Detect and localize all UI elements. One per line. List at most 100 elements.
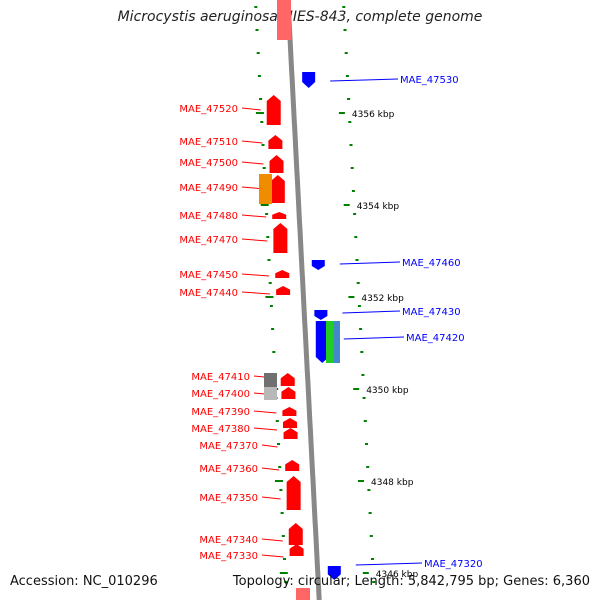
track-dot-right: [359, 328, 363, 330]
gene-forward-label[interactable]: MAE_47440: [179, 288, 238, 299]
track-dot-left: [272, 351, 276, 353]
gene-forward-arrow[interactable]: [276, 286, 291, 295]
gene-feature-grey: [264, 373, 277, 387]
gene-forward-arrow[interactable]: [268, 135, 283, 149]
track-dot-left: [277, 443, 280, 445]
ruler-tick-inner: [260, 204, 269, 206]
track-dot-left: [257, 75, 261, 77]
genome-backbone: [285, 0, 322, 600]
gene-forward-label[interactable]: MAE_47450: [179, 270, 238, 281]
gene-feature-orange: [259, 174, 272, 204]
gene-forward-label[interactable]: MAE_47390: [191, 407, 250, 418]
track-dot-right: [349, 144, 353, 146]
gene-forward-arrow[interactable]: [273, 223, 288, 253]
gene-forward-label[interactable]: MAE_47340: [199, 535, 258, 546]
track-dot-right: [367, 489, 371, 491]
gene-forward-label[interactable]: MAE_47350: [199, 493, 258, 504]
track-dot-right: [356, 282, 360, 284]
gene-forward-arrow[interactable]: [285, 460, 300, 471]
gene-forward-arrow[interactable]: [280, 373, 295, 386]
track-dot-left: [259, 98, 263, 100]
ruler-label: 4352 kbp: [361, 294, 404, 304]
gene-reverse-arrow[interactable]: [302, 72, 316, 88]
ruler-tick: [343, 204, 350, 206]
track-dot-left: [278, 466, 282, 468]
gene-forward-connector: [241, 273, 270, 277]
gene-reverse-label[interactable]: MAE_47430: [402, 307, 461, 318]
track-dot-left: [256, 52, 260, 54]
track-dot-right: [345, 75, 349, 77]
gene-reverse-label[interactable]: MAE_47530: [400, 75, 459, 86]
track-dot-left: [268, 282, 272, 284]
gene-forward-label[interactable]: MAE_47500: [179, 158, 238, 169]
gene-reverse-label[interactable]: MAE_47420: [406, 333, 465, 344]
gene-forward-label[interactable]: MAE_47330: [199, 551, 258, 562]
track-dot-left: [284, 581, 288, 583]
track-dot-right: [368, 512, 372, 514]
gene-forward-label[interactable]: MAE_47380: [191, 424, 250, 435]
gene-forward-connector: [261, 467, 280, 471]
gene-forward-label[interactable]: MAE_47490: [179, 183, 238, 194]
gene-forward-arrow[interactable]: [288, 523, 303, 545]
gene-forward-arrow[interactable]: [286, 476, 301, 510]
gene-forward-connector: [261, 444, 278, 448]
gene-forward-arrow[interactable]: [282, 418, 297, 428]
gene-forward-arrow[interactable]: [270, 175, 285, 203]
ruler-tick-inner: [255, 112, 264, 114]
gene-forward-connector: [241, 238, 268, 242]
gene-forward-label[interactable]: MAE_47360: [199, 464, 258, 475]
accession-text: Accession: NC_010296: [10, 574, 158, 589]
gene-feature-lightgrey: [264, 387, 277, 400]
gene-forward-label[interactable]: MAE_47400: [191, 389, 250, 400]
ruler-tick-inner: [275, 480, 283, 482]
gene-forward-arrow[interactable]: [289, 544, 304, 556]
gene-forward-arrow[interactable]: [275, 270, 290, 278]
gene-forward-arrow[interactable]: [266, 95, 281, 125]
gene-forward-label[interactable]: MAE_47520: [179, 104, 238, 115]
gene-forward-label[interactable]: MAE_47510: [179, 137, 238, 148]
track-dot-left: [261, 144, 265, 146]
gene-forward-label[interactable]: MAE_47480: [179, 211, 238, 222]
track-dot-right: [350, 167, 354, 169]
gene-reverse-label[interactable]: MAE_47460: [402, 258, 461, 269]
gene-forward-label[interactable]: MAE_47370: [199, 441, 258, 452]
ruler-tick: [362, 572, 369, 574]
gene-forward-label[interactable]: MAE_47470: [179, 235, 238, 246]
track-dot-right: [347, 98, 351, 100]
track-dot-right: [343, 29, 347, 31]
gene-forward-connector: [241, 214, 267, 218]
track-dot-left: [269, 305, 273, 307]
track-dot-right: [357, 305, 361, 307]
ruler-label: 4356 kbp: [352, 110, 395, 120]
track-dot-left: [266, 236, 270, 238]
gene-forward-connector: [253, 410, 277, 414]
gene-reverse-arrow[interactable]: [314, 310, 328, 320]
track-dot-right: [351, 190, 355, 192]
gene-edge-bottom: [296, 588, 310, 600]
gene-forward-arrow[interactable]: [283, 428, 298, 439]
gene-forward-label[interactable]: MAE_47410: [191, 372, 250, 383]
gene-forward-arrow[interactable]: [269, 155, 284, 173]
track-dot-right: [369, 535, 373, 537]
gene-reverse-arrow[interactable]: [315, 321, 329, 363]
gene-reverse-label[interactable]: MAE_47320: [424, 559, 483, 570]
track-dot-left: [280, 512, 284, 514]
ruler-tick: [348, 296, 355, 298]
gene-reverse-connector: [343, 336, 405, 340]
gene-reverse-arrow[interactable]: [311, 260, 325, 270]
gene-reverse-connector: [339, 261, 401, 265]
gene-forward-arrow[interactable]: [282, 407, 297, 416]
gene-forward-arrow[interactable]: [281, 387, 296, 399]
track-dot-left: [265, 213, 269, 215]
track-dot-left: [255, 29, 259, 31]
track-dot-right: [354, 236, 358, 238]
gene-reverse-arrow[interactable]: [327, 566, 341, 580]
track-dot-left: [275, 420, 279, 422]
gene-feature-steel: [334, 321, 340, 363]
track-dot-right: [342, 6, 346, 8]
track-dot-right: [355, 259, 359, 261]
ruler-label: 4354 kbp: [357, 202, 400, 212]
gene-forward-connector: [241, 140, 263, 144]
gene-forward-arrow[interactable]: [272, 212, 287, 219]
